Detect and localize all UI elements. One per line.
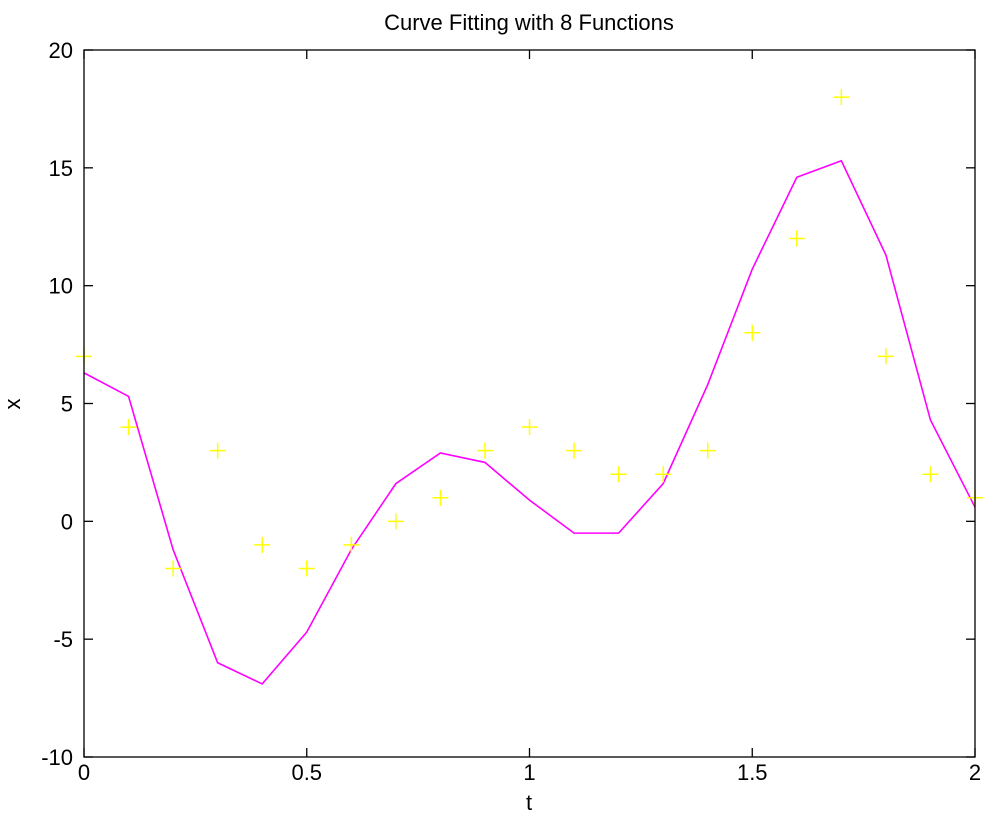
data-point-marker (610, 466, 627, 483)
data-point-marker (343, 536, 360, 553)
y-tick-label: 15 (49, 156, 73, 181)
data-point-marker (566, 442, 583, 459)
data-point-marker (833, 89, 850, 106)
data-point-marker (209, 442, 226, 459)
data-point-marker (120, 419, 137, 436)
x-tick-label: 0 (78, 760, 90, 785)
y-tick-label: -5 (53, 627, 73, 652)
data-point-marker (432, 489, 449, 506)
y-tick-label: -10 (41, 745, 73, 770)
x-tick-label: 1 (523, 760, 535, 785)
x-tick-label: 0.5 (291, 760, 322, 785)
y-tick-label: 20 (49, 38, 73, 63)
data-point-marker (387, 513, 404, 530)
data-point-marker (298, 560, 315, 577)
y-tick-label: 10 (49, 274, 73, 299)
data-point-marker (521, 419, 538, 436)
data-point-marker (476, 442, 493, 459)
x-axis-label: t (526, 790, 532, 813)
data-point-marker (254, 536, 271, 553)
y-tick-label: 0 (61, 509, 73, 534)
y-axis-label: x (0, 399, 25, 410)
data-point-marker (922, 466, 939, 483)
data-point-marker (744, 324, 761, 341)
axes-ticks: 0 0.5 1 1.5 2 -10 -5 0 5 10 15 20 (41, 38, 981, 785)
plot-area (76, 89, 983, 685)
x-tick-label: 1.5 (737, 760, 768, 785)
data-point-marker (165, 560, 182, 577)
data-point-marker (788, 230, 805, 247)
data-point-marker (699, 442, 716, 459)
fit-curve-line (83, 159, 976, 685)
y-tick-label: 5 (61, 392, 73, 417)
chart-title: Curve Fitting with 8 Functions (384, 10, 674, 35)
x-tick-label: 2 (969, 760, 981, 785)
data-point-marker (877, 348, 894, 365)
data-point-marker (655, 466, 672, 483)
